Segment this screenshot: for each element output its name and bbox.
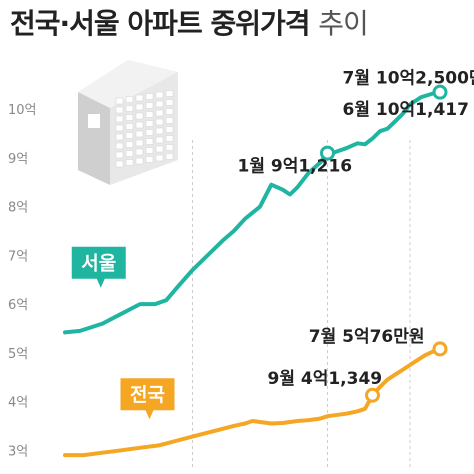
- data-label: 1월 9억1,216: [238, 156, 353, 176]
- chart-title-bold: 전국·서울 아파트 중위가격: [10, 7, 310, 40]
- series-callout-national: [120, 378, 175, 420]
- series-callout-seoul: [71, 246, 126, 288]
- data-point-marker: [320, 145, 335, 161]
- data-label: 9월 4억1,349: [268, 369, 383, 389]
- data-label: 7월 5억76만원: [309, 327, 425, 347]
- y-tick-label: 3억: [8, 444, 28, 459]
- data-label: 7월 10억2,500만원: [343, 69, 474, 89]
- data-point-marker: [432, 84, 448, 100]
- y-tick-label: 8억: [8, 201, 28, 216]
- y-tick-label: 9억: [8, 152, 28, 167]
- data-point-marker: [365, 387, 380, 403]
- y-tick-label: 5억: [8, 347, 28, 362]
- y-tick-label: 6억: [8, 298, 28, 313]
- series-line-seoul: [63, 90, 442, 335]
- series-callout-label: 전국: [130, 384, 165, 406]
- chart-title-light: 추이: [318, 7, 369, 40]
- y-tick-label: 10억: [8, 103, 37, 118]
- series-line-national: [63, 346, 442, 458]
- data-point-marker: [432, 341, 448, 357]
- building-illustration: [78, 60, 178, 185]
- y-tick-label: 4억: [8, 396, 28, 411]
- y-tick-label: 7억: [8, 249, 28, 264]
- data-label: 6월 10억1,417: [343, 100, 469, 120]
- chart-title: 전국·서울 아파트 중위가격 추이: [10, 2, 369, 42]
- series-callout-label: 서울: [81, 253, 116, 275]
